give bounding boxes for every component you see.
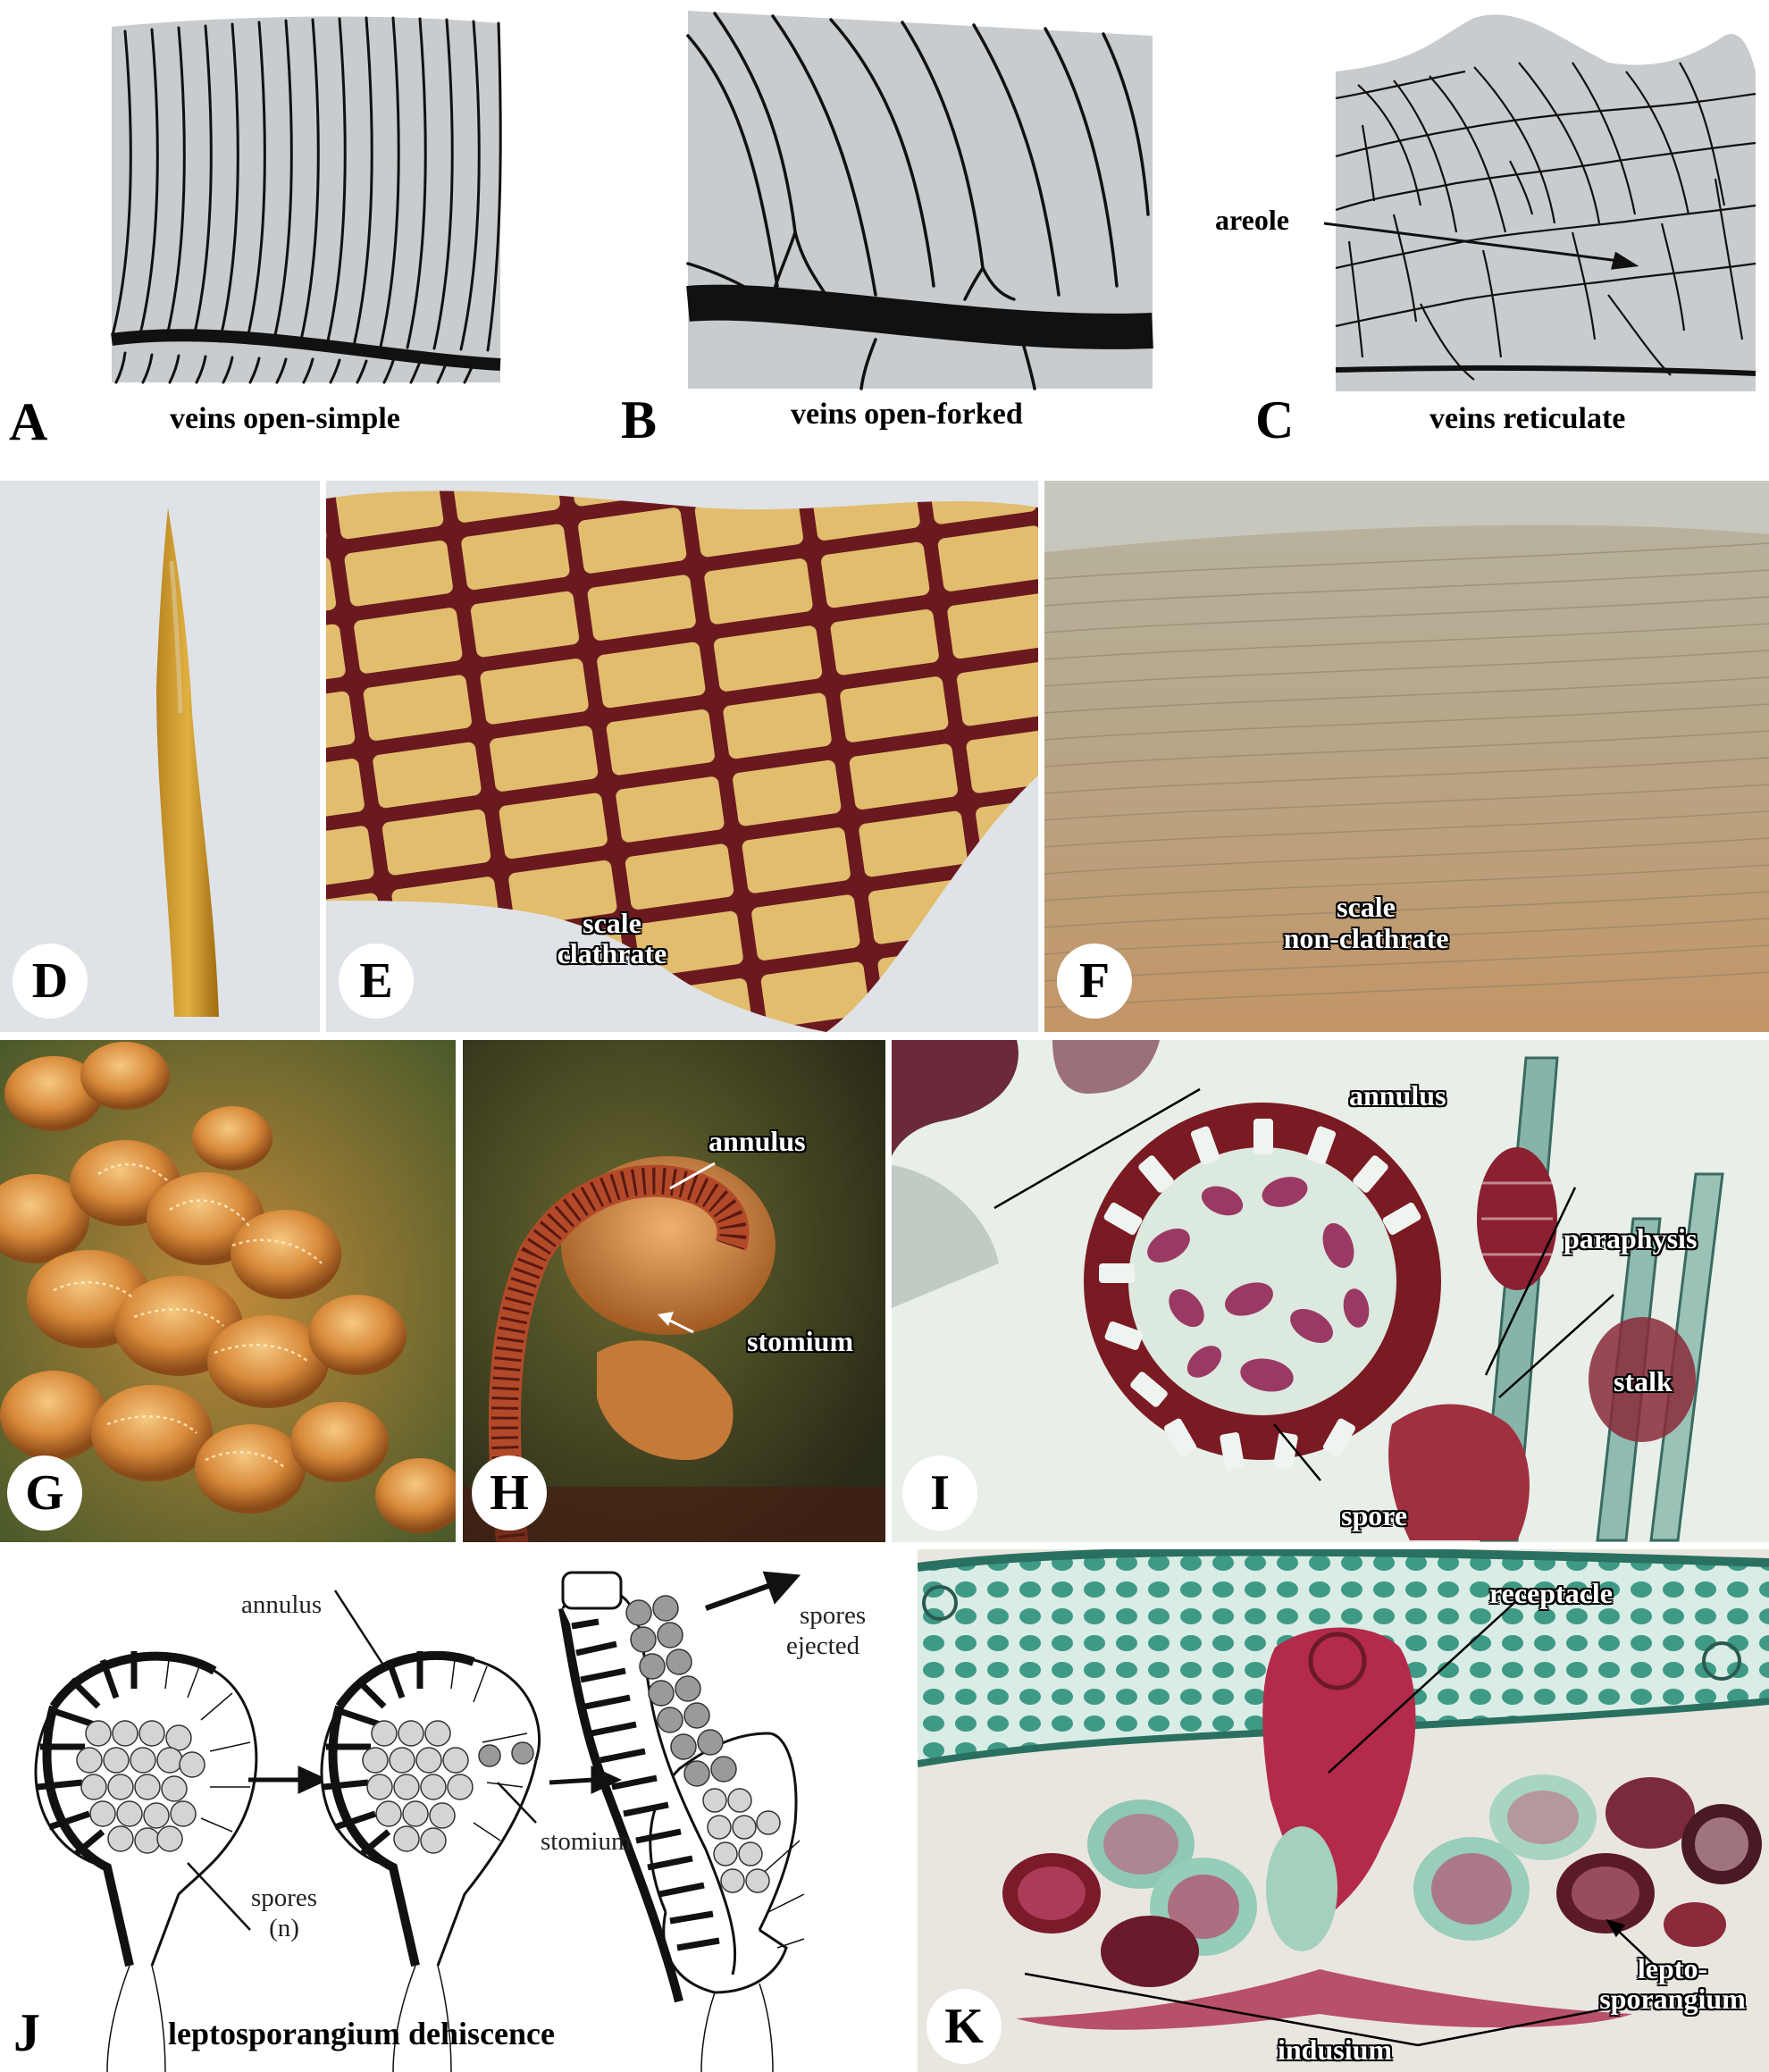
panel-j: annulus spores (n) stomium spores ejecte… (0, 1555, 911, 2072)
callout-areole: areole (1215, 204, 1289, 236)
panel-letter-j: J (13, 2003, 40, 2062)
panel-i-photo: annulus paraphysis stalk spore I (892, 1040, 1769, 1542)
spores-group-1 (76, 1720, 205, 1854)
veins-reticulate-diagram (1323, 14, 1756, 391)
j-label-spores-ejected-line1: spores (800, 1601, 867, 1630)
sporangium-closed (34, 1651, 258, 2072)
label-scale-non-clathrate-line1: scale (1337, 891, 1396, 923)
label-k-receptacle: receptacle (1489, 1577, 1613, 1609)
j-label-spores-ejected-line2: ejected (786, 1632, 860, 1660)
label-i-annulus: annulus (1349, 1079, 1446, 1111)
panel-letter-d: D (13, 944, 88, 1019)
panel-b: B veins open-forked (608, 0, 1179, 465)
label-k-leptosporangium-line2: sporangium (1599, 1983, 1746, 2015)
j-label-stomium: stomium (541, 1827, 632, 1856)
caption-veins-reticulate: veins reticulate (1429, 402, 1626, 435)
sporangium-section (892, 1040, 1724, 1542)
panel-h-photo: annulus stomium H (463, 1040, 885, 1542)
panel-letter-a: A (9, 392, 48, 451)
j-label-annulus: annulus (241, 1590, 323, 1619)
label-i-stalk: stalk (1614, 1365, 1673, 1397)
panel-letter-c: C (1255, 390, 1295, 449)
single-sporangium (463, 1040, 885, 1542)
clathrate-scale-cells (326, 491, 1038, 1032)
panel-d-photo: D (0, 481, 320, 1032)
label-h-stomium: stomium (747, 1325, 854, 1357)
j-label-spores-n-line2: (n) (269, 1914, 299, 1942)
label-k-leptosporangium-line1: lepto- (1637, 1952, 1708, 1984)
panel-letter-k: K (926, 1989, 1002, 2064)
panel-letter-e: E (339, 944, 414, 1019)
spores-group-2 (362, 1720, 474, 1854)
label-k-indusium: indusium (1277, 2034, 1393, 2066)
spores-being-ejected (625, 1595, 737, 1787)
panel-g-photo: G (0, 1040, 456, 1542)
label-i-spore: spore (1341, 1499, 1408, 1531)
veins-open-forked-diagram (686, 11, 1153, 390)
panel-letter-f: F (1057, 944, 1132, 1019)
panel-letter-g: G (7, 1455, 82, 1531)
sorus-cross-section (918, 1549, 1769, 2047)
caption-veins-open-forked: veins open-forked (791, 398, 1023, 431)
non-clathrate-scale-tissue (1044, 481, 1769, 1032)
label-scale-non-clathrate-line2: non-clathrate (1283, 922, 1449, 954)
caption-veins-open-simple: veins open-simple (170, 402, 400, 435)
j-label-spores-n-line1: spores (250, 1883, 318, 1912)
label-i-paraphysis: paraphysis (1564, 1222, 1698, 1254)
panel-a: A veins open-simple (0, 0, 572, 465)
label-h-annulus: annulus (708, 1125, 806, 1157)
sporangium-opening (320, 1650, 541, 2072)
caption-leptosporangium-dehiscence: leptosporangium dehiscence (168, 2016, 556, 2051)
panel-f-photo: scale non-clathrate F (1044, 481, 1769, 1032)
spores-remaining (702, 1788, 781, 1893)
panel-c: areole C veins reticulate (1215, 0, 1769, 465)
panel-letter-h: H (472, 1455, 547, 1531)
leptosporangium-dehiscence-diagram (34, 1571, 805, 2072)
scale-specimen (156, 508, 219, 1017)
panel-letter-i: I (902, 1455, 977, 1531)
panel-k-photo: receptacle lepto- sporangium indusium K (918, 1549, 1769, 2072)
panel-letter-b: B (621, 390, 658, 449)
sporangia-cluster (0, 1040, 456, 1542)
label-scale-clathrate-line2: clathrate (557, 937, 667, 969)
panel-e-photo: scale clathrate E (326, 481, 1038, 1032)
label-scale-clathrate-line1: scale (583, 907, 641, 939)
veins-open-simple-diagram (111, 16, 502, 384)
